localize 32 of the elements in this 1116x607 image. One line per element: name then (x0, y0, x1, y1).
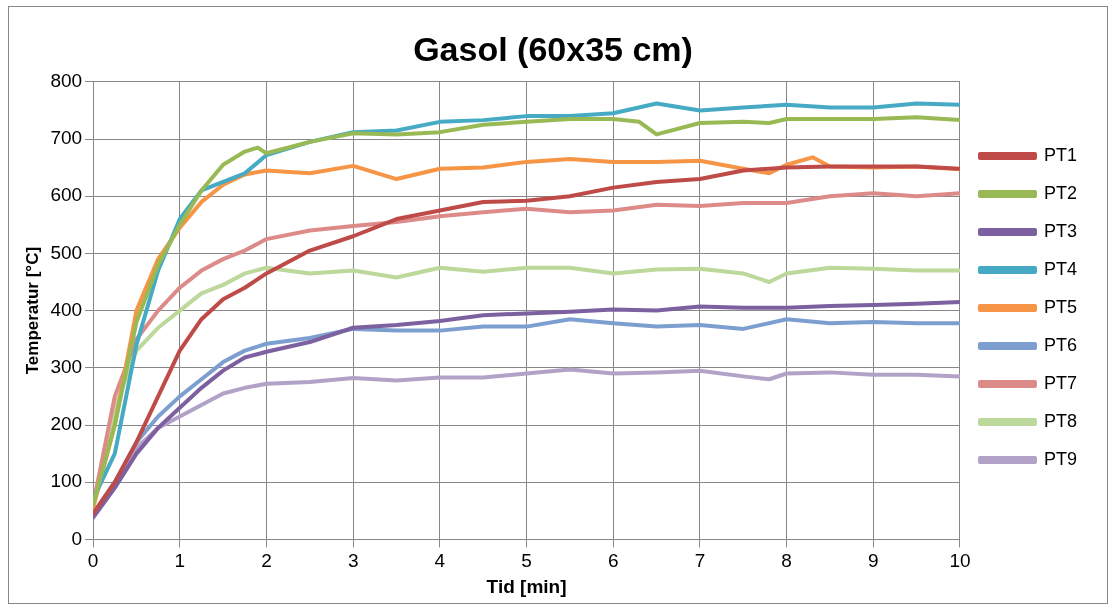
legend-label: PT8 (1043, 410, 1077, 431)
y-tick-label: 500 (50, 241, 83, 263)
y-tick-label: 400 (50, 298, 83, 320)
x-tick-label: 10 (949, 550, 971, 572)
x-tick-label: 2 (261, 550, 272, 572)
legend-label: PT2 (1043, 182, 1077, 203)
x-tick-label: 8 (781, 550, 792, 572)
x-tick-label: 3 (347, 550, 359, 572)
legend-label: PT6 (1043, 334, 1077, 355)
y-tick-label: 0 (71, 527, 83, 549)
legend-label: PT5 (1043, 296, 1077, 317)
y-tick-label: 200 (50, 413, 83, 435)
x-tick-label: 5 (521, 550, 532, 572)
y-tick-label: 700 (50, 127, 83, 149)
legend-label: PT4 (1043, 258, 1077, 279)
y-tick-label: 100 (50, 470, 83, 492)
y-tick-label: 600 (50, 184, 83, 206)
y-tick-label: 300 (50, 356, 83, 378)
x-tick-label: 1 (174, 550, 186, 572)
chart-title: Gasol (60x35 cm) (413, 29, 693, 68)
y-axis-title: Temperatur [°C] (22, 246, 42, 375)
x-tick-label: 9 (868, 550, 879, 572)
legend-label: PT9 (1043, 448, 1077, 469)
y-tick-label: 800 (50, 70, 83, 92)
legend-label: PT3 (1043, 220, 1077, 241)
x-tick-label: 0 (87, 550, 99, 572)
legend-label: PT7 (1043, 372, 1077, 393)
x-tick-label: 7 (694, 550, 706, 572)
x-axis-title: Tid [min] (486, 575, 567, 597)
legend-label: PT1 (1043, 144, 1077, 165)
x-tick-label: 6 (607, 550, 619, 572)
x-tick-label: 4 (434, 550, 446, 572)
